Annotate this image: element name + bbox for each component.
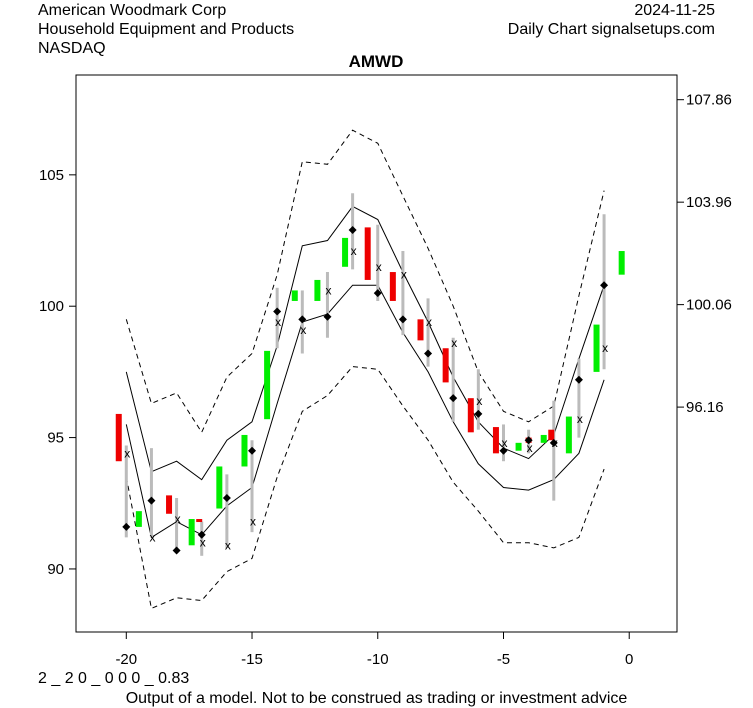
candle-up [515, 442, 522, 451]
diamond-marker [524, 436, 533, 445]
y-left-tick-label: 90 [47, 561, 64, 578]
diamond-marker [147, 496, 156, 505]
company-name: American Woodmark Corp [38, 2, 227, 19]
x-marker: x [476, 394, 482, 408]
candle-down [467, 398, 474, 433]
candle-down [548, 429, 555, 441]
candle-up [135, 511, 142, 527]
band-lower-outer [125, 366, 605, 610]
candle-down [417, 319, 424, 341]
candle-up [342, 237, 349, 267]
diamond-marker [499, 446, 508, 455]
candle-up [565, 416, 572, 454]
y-right-tick-label: 103.96 [686, 194, 732, 211]
diamond-marker [424, 349, 433, 358]
x-marker: x [501, 436, 507, 450]
x-marker: x [225, 538, 231, 552]
x-marker: x [200, 536, 206, 550]
y-left-tick-label: 105 [39, 167, 64, 184]
candle-down [196, 519, 203, 523]
diamond-marker [373, 289, 382, 298]
ranges-layer [124, 193, 606, 556]
x-marker: x [325, 283, 331, 297]
candle-down [115, 413, 122, 462]
band-lower-inner [125, 284, 605, 539]
x-marker: x [275, 315, 281, 329]
candle-down [492, 427, 499, 454]
x-marker: x [124, 446, 130, 460]
diamond-marker [323, 312, 332, 321]
candle-up [618, 251, 625, 275]
candles-layer [115, 227, 625, 546]
exchange-name: NASDAQ [38, 40, 106, 57]
diamond-marker [449, 394, 458, 403]
candle-up [314, 279, 321, 301]
y-right-tick-label: 96.16 [686, 399, 724, 416]
diamond-marker [574, 375, 583, 384]
x-tick-label: 0 [625, 651, 633, 668]
candle-up [216, 466, 223, 509]
candle-up [593, 324, 600, 372]
candle-down [442, 348, 449, 383]
candle-up [291, 290, 298, 301]
bands-layer [125, 129, 605, 610]
candle-down [166, 495, 173, 514]
x-marker: x [451, 336, 457, 350]
diamond-marker [172, 546, 181, 555]
x-marker: x [577, 412, 583, 426]
x-marker: x [300, 323, 306, 337]
x-marker: x [376, 260, 382, 274]
chart-date: 2024-11-25 [634, 2, 715, 19]
x-marker: x [527, 441, 533, 455]
x-tick-label: -20 [115, 651, 137, 668]
x-marker: x [401, 268, 407, 282]
diamond-marker [600, 281, 609, 290]
y-left-tick-label: 100 [39, 298, 64, 315]
diamond-marker [197, 530, 206, 539]
diamond-marker [298, 315, 307, 324]
x-marker: x [602, 341, 608, 355]
x-tick-label: -5 [497, 651, 510, 668]
x-tick-label: -10 [367, 651, 389, 668]
y-right-tick-label: 100.06 [686, 297, 732, 314]
x-axis: -20 -15 -10 -5 0 [115, 632, 633, 668]
y-axis-left: 90 95 100 105 [39, 167, 76, 578]
x-marker: x [426, 315, 432, 329]
x-marker: x [149, 530, 155, 544]
x-marker: x [175, 512, 181, 526]
candle-up [188, 519, 195, 546]
candle-down [389, 272, 396, 301]
model-code: 2 _ 2 0 _ 0 0 0 _ 0.83 [38, 670, 190, 687]
plot-frame [75, 74, 678, 633]
band-upper-outer [125, 129, 605, 434]
candle-up [540, 434, 547, 443]
y-right-tick-label: 107.86 [686, 92, 732, 109]
x-tick-label: -15 [241, 651, 263, 668]
sector-name: Household Equipment and Products [38, 21, 295, 38]
diamond-marker [348, 226, 357, 235]
band-upper-inner [125, 205, 605, 481]
markers-layer: xxxxxxxxxxxxxxxxxxxx [122, 226, 609, 555]
diamond-marker [398, 315, 407, 324]
diamond-marker [474, 409, 483, 418]
diamond-marker [248, 446, 257, 455]
candle-down [364, 227, 371, 280]
diamond-marker [222, 494, 231, 503]
diamond-marker [549, 438, 558, 447]
chart-source: Daily Chart signalsetups.com [507, 21, 715, 38]
y-left-tick-label: 95 [47, 430, 64, 447]
x-marker: x [351, 244, 357, 258]
disclaimer: Output of a model. Not to be construed a… [125, 690, 628, 707]
candle-up [264, 350, 271, 420]
y-axis-right: 96.16 100.06 103.96 107.86 [677, 92, 732, 416]
diamond-marker [273, 307, 282, 316]
x-marker: x [250, 515, 256, 529]
diamond-marker [122, 522, 131, 531]
candle-up [241, 434, 248, 467]
chart-title: AMWD [349, 52, 404, 71]
